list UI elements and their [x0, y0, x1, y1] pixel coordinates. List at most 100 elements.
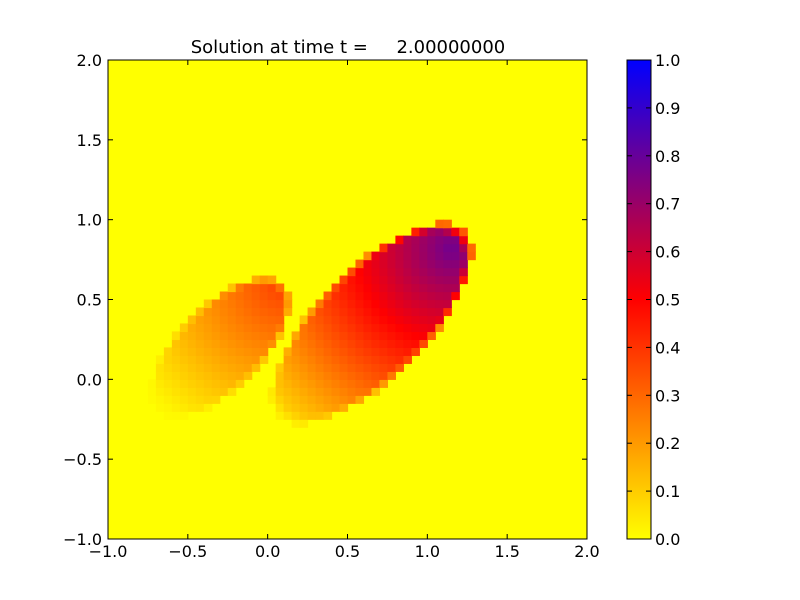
heatmap-cell [275, 395, 285, 404]
heatmap-cell [427, 227, 436, 237]
heatmap-cell [259, 339, 269, 348]
heatmap-cell [339, 395, 349, 404]
colorbar-ticks: 0.0 0.1 0.2 0.3 0.4 0.5 0.6 0.7 0.8 0.9 1.0 [627, 51, 680, 549]
heatmap-cell [379, 275, 389, 285]
heatmap-cell [435, 267, 444, 277]
heatmap-cell [219, 371, 229, 380]
heatmap-cell [419, 259, 428, 269]
heatmap-cell [251, 347, 261, 356]
heatmap-cell [227, 387, 237, 396]
heatmap-cell [291, 387, 301, 396]
heatmap-cell [283, 395, 293, 404]
heatmap-cell [243, 315, 253, 325]
heatmap-cell [427, 275, 436, 285]
heatmap-cell [355, 323, 365, 333]
heatmap-cell [411, 347, 420, 356]
heatmap-cell [395, 251, 404, 261]
colorbar: 0.0 0.1 0.2 0.3 0.4 0.5 0.6 0.7 0.8 0.9 1.0 [626, 51, 680, 549]
heatmap-cell [155, 363, 165, 372]
heatmap-cell [251, 275, 261, 285]
heatmap-cell [147, 387, 157, 396]
heatmap-cell [307, 331, 317, 341]
heatmap-cell [379, 299, 389, 309]
heatmap-cell [307, 371, 317, 380]
heatmap-cell [427, 243, 436, 253]
heatmap-cell [259, 331, 269, 341]
heatmap-cell [363, 363, 373, 372]
heatmap-cell [435, 323, 444, 333]
heatmap-cell [163, 371, 173, 380]
heatmap-cell [331, 371, 341, 380]
heatmap-cell [299, 339, 309, 348]
heatmap-cell [435, 243, 444, 253]
heatmap-cell [259, 355, 269, 364]
heatmap-cell [259, 307, 269, 317]
heatmap-cell [323, 315, 333, 325]
heatmap-cell [235, 339, 245, 348]
heatmap-cell [387, 243, 396, 253]
heatmap-cell [179, 379, 189, 388]
heatmap-cell [275, 371, 285, 380]
heatmap-cell [403, 259, 412, 269]
heatmap-cell [339, 291, 349, 301]
heatmap-cell [435, 291, 444, 301]
heatmap-cell [195, 339, 205, 348]
heatmap-cell [243, 331, 253, 341]
heatmap-cell [363, 307, 373, 317]
heatmap-cell [451, 267, 460, 277]
heatmap-cell [219, 363, 229, 372]
heatmap-cell [219, 323, 229, 333]
heatmap-cell [227, 283, 237, 293]
heatmap-cell [411, 315, 420, 325]
heatmap-cell [163, 355, 173, 364]
heatmap-cell [435, 235, 444, 245]
heatmap-cell [171, 363, 181, 372]
heatmap-cell [379, 307, 389, 317]
heatmap-cell [163, 395, 173, 404]
heatmap-cell [187, 363, 197, 372]
heatmap-cell [195, 363, 205, 372]
heatmap-cell [163, 379, 173, 388]
heatmap-cell [235, 347, 245, 356]
heatmap-cell [339, 379, 349, 388]
heatmap-cell [259, 315, 269, 325]
heatmap-cell [363, 355, 373, 364]
heatmap-cell [227, 299, 237, 309]
heatmap-cell [355, 267, 365, 277]
heatmap-cell [195, 371, 205, 380]
heatmap-cell [211, 331, 221, 341]
heatmap-cell [403, 307, 412, 317]
heatmap-cell [291, 371, 301, 380]
heatmap-cell [379, 243, 389, 253]
heatmap-cell [451, 243, 460, 253]
heatmap-cell [451, 275, 460, 285]
y-tick-label: 2.0 [77, 51, 102, 70]
heatmap-cell [171, 387, 181, 396]
heatmap-cell [203, 307, 213, 317]
heatmap-cell [331, 363, 341, 372]
heatmap-cell [235, 291, 245, 301]
heatmap-cell [395, 347, 404, 356]
heatmap-cell [459, 251, 468, 261]
heatmap-cell [339, 299, 349, 309]
heatmap-cell [259, 323, 269, 333]
heatmap-cell [387, 259, 396, 269]
heatmap-cell [467, 251, 476, 261]
heatmap-cell [155, 379, 165, 388]
heatmap-cell [339, 403, 349, 412]
heatmap-cell [171, 371, 181, 380]
heatmap-cell [323, 363, 333, 372]
heatmap-cell [203, 387, 213, 396]
heatmap-cell [355, 371, 365, 380]
heatmap-cell [179, 363, 189, 372]
heatmap-cell [363, 371, 373, 380]
heatmap-cell [339, 331, 349, 341]
heatmap-cell [355, 339, 365, 348]
x-tick-label: 2.0 [574, 542, 599, 561]
heatmap-cell [291, 419, 301, 428]
heatmap-cell [307, 395, 317, 404]
heatmap-cell [219, 299, 229, 309]
heatmap-cell [323, 339, 333, 348]
heatmap-cell [275, 299, 285, 309]
heatmap-cell [211, 299, 221, 309]
